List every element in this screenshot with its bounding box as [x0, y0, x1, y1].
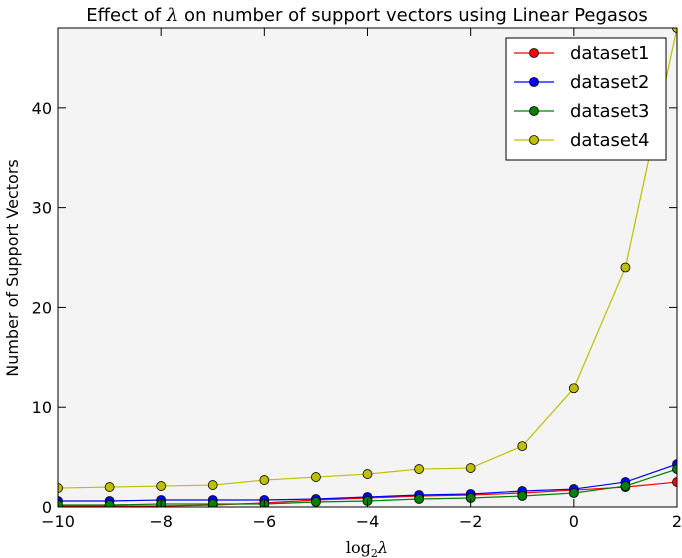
legend-marker-dataset2 [529, 77, 539, 87]
legend-label-dataset4: dataset4 [570, 130, 650, 151]
x-tick-label: −4 [356, 512, 380, 531]
data-point-dataset4 [672, 28, 677, 33]
legend-label-dataset3: dataset3 [570, 101, 650, 122]
x-tick-label: −10 [41, 512, 75, 531]
data-point-dataset3 [414, 494, 424, 504]
y-tick-label: 30 [32, 199, 52, 218]
data-point-dataset3 [620, 481, 631, 491]
x-tick-label: 2 [672, 512, 682, 531]
data-point-dataset3 [207, 499, 218, 507]
data-point-dataset4 [517, 441, 528, 452]
data-point-dataset4 [414, 464, 424, 474]
legend: dataset1 dataset2 dataset3 dataset4 [505, 37, 667, 161]
data-point-dataset3 [517, 491, 528, 501]
legend-marker-dataset4 [529, 135, 539, 145]
x-tick-label: −8 [149, 512, 173, 531]
legend-label-dataset1: dataset1 [570, 43, 650, 64]
chart-title: Effect of λ on number of support vectors… [86, 5, 647, 26]
y-tick-label: 10 [32, 398, 52, 417]
y-tick-label: 20 [32, 298, 52, 317]
y-tick-label: 0 [42, 498, 52, 517]
data-point-dataset4 [156, 481, 167, 491]
y-axis-label: Number of Support Vectors [3, 159, 22, 377]
x-tick-label: 0 [569, 512, 579, 531]
data-point-dataset4 [58, 483, 63, 493]
x-axis-label: log2λ [346, 538, 388, 558]
data-point-dataset3 [672, 464, 677, 474]
legend-marker-dataset1 [529, 48, 539, 58]
legend-marker-dataset3 [529, 106, 539, 116]
x-tick-label: −6 [253, 512, 277, 531]
data-point-dataset3 [568, 488, 579, 498]
data-point-dataset4 [568, 383, 579, 394]
data-point-dataset1 [672, 477, 677, 487]
data-point-dataset3 [311, 497, 321, 507]
data-point-dataset4 [620, 262, 631, 273]
legend-label-dataset2: dataset2 [570, 72, 650, 93]
data-point-dataset3 [104, 500, 115, 507]
data-point-dataset4 [362, 469, 373, 479]
data-point-dataset4 [207, 480, 218, 490]
data-point-dataset3 [58, 500, 63, 507]
data-point-dataset4 [259, 475, 270, 485]
data-point-dataset4 [465, 463, 476, 473]
x-tick-label: −2 [459, 512, 483, 531]
y-tick-label: 40 [32, 99, 52, 118]
data-point-dataset4 [311, 472, 321, 482]
data-point-dataset4 [104, 482, 115, 492]
